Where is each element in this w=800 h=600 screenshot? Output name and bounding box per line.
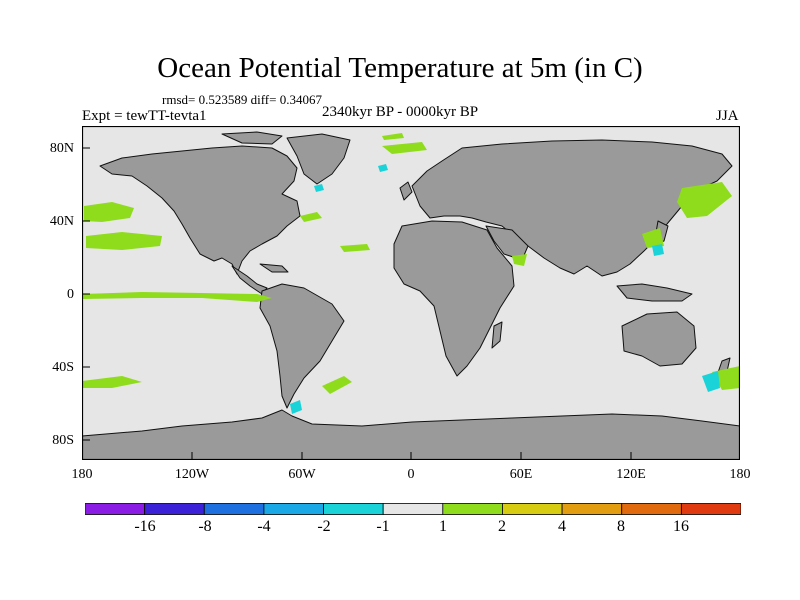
lon-label-180e: 180 — [729, 467, 751, 482]
lat-label-80s: 80S — [52, 433, 74, 448]
anomaly-patch-nsea — [378, 164, 388, 172]
colorbar-box-4 — [263, 503, 324, 515]
lon-label-180w: 180 — [71, 467, 93, 482]
south-america-land — [259, 283, 345, 409]
season-label: JJA — [716, 108, 739, 124]
lat-label-equator: 0 — [67, 287, 74, 302]
greenland-land — [286, 133, 351, 185]
anomaly-patch-patagonia — [290, 400, 302, 414]
anomaly-patch-japan-sea — [652, 244, 664, 256]
colorbar-box-5 — [323, 503, 384, 515]
rmsd-diff-stats: rmsd= 0.523589 diff= 0.34067 — [162, 92, 322, 107]
colorbar-box-9 — [561, 503, 623, 515]
africa-land — [393, 220, 515, 377]
plot-title: Ocean Potential Temperature at 5m (in C) — [157, 52, 643, 84]
negative-anomaly-patches — [290, 164, 720, 414]
anomaly-patch-gulf — [300, 212, 322, 222]
antarctica-land — [82, 409, 740, 460]
anomaly-patch-npac-north — [84, 202, 134, 222]
caribbean-islands-land — [259, 263, 289, 273]
lat-label-40s: 40S — [52, 360, 74, 375]
anomaly-patch-npac-south — [86, 232, 162, 250]
lon-label-120w: 120W — [174, 467, 210, 482]
australia-land — [621, 311, 697, 367]
lon-label-60e: 60E — [509, 467, 533, 482]
colorbar-box-1 — [85, 503, 146, 515]
experiment-label: Expt = tewTT-tevta1 — [82, 108, 207, 124]
colorbar-box-11 — [680, 503, 741, 515]
lon-label-60w: 60W — [288, 467, 316, 482]
colorbar-label-5: -1 — [376, 518, 390, 535]
anomaly-patch-se-australia — [702, 371, 720, 392]
colorbar-box-3 — [203, 503, 265, 515]
colorbar-box-8 — [502, 503, 563, 515]
colorbar-label-7: 2 — [498, 518, 506, 535]
maritime-continent-land — [616, 283, 693, 302]
british-isles-land — [399, 181, 413, 201]
arctic-islands-land — [221, 131, 283, 145]
colorbar-label-10: 16 — [673, 518, 689, 535]
colorbar-box-2 — [144, 503, 205, 515]
anomaly-patch-natl — [382, 142, 427, 154]
north-america-land — [99, 145, 301, 275]
anomaly-patch-labrador — [314, 184, 324, 192]
colorbar-label-4: -2 — [317, 518, 331, 535]
colorbar — [85, 503, 741, 515]
anomaly-patch-spac — [82, 376, 142, 388]
anomaly-patch-arctic — [382, 133, 404, 140]
period-label: 2340kyr BP - 0000kyr BP — [322, 104, 479, 120]
lon-label-120e: 120E — [616, 467, 646, 482]
anomaly-patch-atl-mid — [340, 244, 370, 252]
anomaly-patch-nwpac — [677, 182, 732, 218]
map-ticks — [82, 147, 632, 460]
anomaly-patch-satl — [322, 376, 352, 394]
lon-label-0: 0 — [407, 467, 415, 482]
lat-label-80n: 80N — [49, 141, 74, 156]
lat-label-40n: 40N — [49, 214, 74, 229]
world-map — [82, 126, 740, 460]
colorbar-label-9: 8 — [617, 518, 625, 535]
colorbar-box-7 — [442, 503, 503, 515]
colorbar-label-6: 1 — [439, 518, 447, 535]
colorbar-box-6 — [382, 503, 444, 515]
anomaly-patch-kuroshio — [642, 228, 664, 248]
colorbar-label-3: -4 — [257, 518, 271, 535]
colorbar-label-1: -16 — [134, 518, 156, 535]
colorbar-boxes — [85, 503, 741, 515]
colorbar-label-2: -8 — [198, 518, 212, 535]
positive-anomaly-patches — [82, 133, 740, 394]
colorbar-box-10 — [621, 503, 682, 515]
madagascar-land — [491, 321, 503, 349]
anomaly-patch-equator — [82, 292, 272, 302]
anomaly-patch-arabian — [512, 254, 527, 266]
colorbar-label-8: 4 — [558, 518, 566, 535]
